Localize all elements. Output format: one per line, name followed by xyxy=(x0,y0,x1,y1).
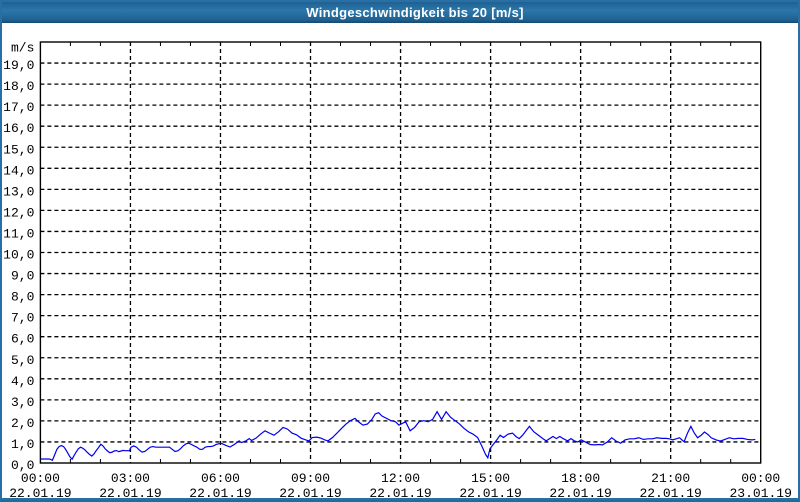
svg-text:09:00: 09:00 xyxy=(291,471,330,486)
svg-text:8,0: 8,0 xyxy=(11,290,34,305)
svg-text:m/s: m/s xyxy=(11,41,34,56)
svg-text:1,0: 1,0 xyxy=(11,437,34,452)
svg-text:22.01.19: 22.01.19 xyxy=(279,486,341,501)
svg-text:22.01.19: 22.01.19 xyxy=(369,486,431,501)
svg-text:10,0: 10,0 xyxy=(3,248,34,263)
svg-text:17,0: 17,0 xyxy=(3,100,34,115)
svg-text:18,0: 18,0 xyxy=(3,79,34,94)
svg-text:14,0: 14,0 xyxy=(3,163,34,178)
svg-text:13,0: 13,0 xyxy=(3,184,34,199)
svg-text:2,0: 2,0 xyxy=(11,416,34,431)
svg-text:15:00: 15:00 xyxy=(471,471,510,486)
svg-text:12,0: 12,0 xyxy=(3,205,34,220)
svg-text:6,0: 6,0 xyxy=(11,332,34,347)
svg-text:22.01.19: 22.01.19 xyxy=(9,486,71,501)
svg-text:22.01.19: 22.01.19 xyxy=(549,486,611,501)
svg-text:3,0: 3,0 xyxy=(11,395,34,410)
svg-text:22.01.19: 22.01.19 xyxy=(99,486,161,501)
svg-text:06:00: 06:00 xyxy=(201,471,240,486)
svg-text:5,0: 5,0 xyxy=(11,353,34,368)
svg-text:03:00: 03:00 xyxy=(111,471,150,486)
svg-text:21:00: 21:00 xyxy=(651,471,690,486)
svg-text:16,0: 16,0 xyxy=(3,121,34,136)
svg-text:9,0: 9,0 xyxy=(11,269,34,284)
svg-text:00:00: 00:00 xyxy=(21,471,60,486)
svg-text:22.01.19: 22.01.19 xyxy=(189,486,251,501)
svg-text:22.01.19: 22.01.19 xyxy=(459,486,521,501)
svg-text:00:00: 00:00 xyxy=(741,471,780,486)
svg-text:19,0: 19,0 xyxy=(3,58,34,73)
svg-text:22.01.19: 22.01.19 xyxy=(639,486,701,501)
svg-text:15,0: 15,0 xyxy=(3,142,34,157)
svg-text:7,0: 7,0 xyxy=(11,311,34,326)
svg-text:11,0: 11,0 xyxy=(3,226,34,241)
svg-text:18:00: 18:00 xyxy=(561,471,600,486)
svg-text:4,0: 4,0 xyxy=(11,374,34,389)
svg-text:12:00: 12:00 xyxy=(381,471,420,486)
svg-text:23.01.19: 23.01.19 xyxy=(729,486,791,501)
